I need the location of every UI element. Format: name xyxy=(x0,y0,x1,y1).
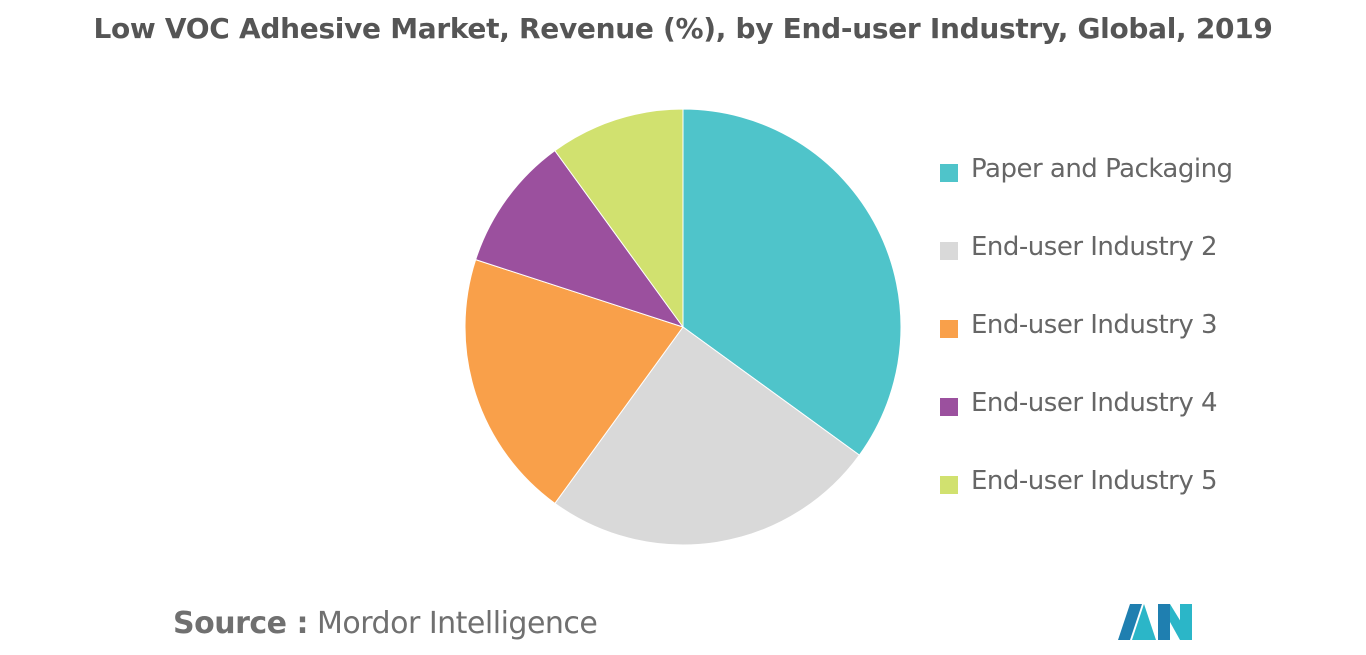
pie-slice-4 xyxy=(475,149,685,328)
legend-label: End-user Industry 5 xyxy=(971,466,1218,496)
pie-slice-3 xyxy=(464,259,684,505)
mordor-intelligence-logo-icon xyxy=(1118,604,1192,640)
legend-swatch xyxy=(940,398,958,416)
source-text: Mordor Intelligence xyxy=(317,606,598,641)
legend-swatch xyxy=(940,476,958,494)
legend-label: End-user Industry 4 xyxy=(971,388,1218,418)
legend-swatch xyxy=(940,164,958,182)
legend-label: Paper and Packaging xyxy=(971,154,1233,184)
legend-label: End-user Industry 2 xyxy=(971,232,1218,262)
pie-slice-2 xyxy=(554,326,861,546)
source-prefix: Source : xyxy=(173,606,308,641)
legend-swatch xyxy=(940,320,958,338)
pie-slice-1 xyxy=(682,108,902,456)
legend-label: End-user Industry 3 xyxy=(971,310,1218,340)
pie-slice-5 xyxy=(554,108,684,329)
source-note: Source : Mordor Intelligence xyxy=(173,606,598,641)
legend-swatch xyxy=(940,242,958,260)
chart-title: Low VOC Adhesive Market, Revenue (%), by… xyxy=(93,12,1273,45)
pie-chart xyxy=(464,108,902,546)
